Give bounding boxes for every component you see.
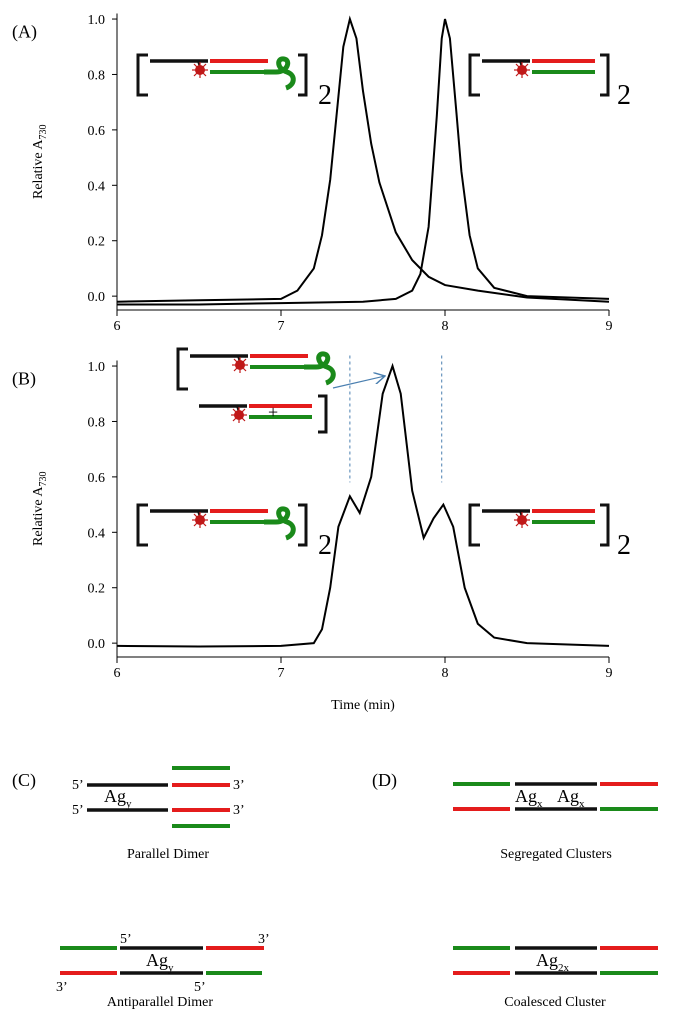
cluster-label: Ag2x <box>536 950 570 974</box>
y-tick-label: 0.2 <box>88 582 106 597</box>
data-line <box>117 18 610 306</box>
annotation: 2 <box>617 530 631 561</box>
caption: Antiparallel Dimer <box>107 995 213 1010</box>
cluster-subscript: 2x <box>558 962 570 974</box>
duplex-dimer-icon <box>468 503 610 547</box>
segregated-clusters: Agx Agx Segregated Clusters <box>453 782 658 862</box>
y-tick-label: 1.0 <box>88 13 106 28</box>
strand-end: 5’ <box>72 778 84 793</box>
cluster-label: Agx <box>515 786 543 810</box>
cluster: Ag <box>515 786 537 806</box>
y-tick-label: 0.4 <box>88 526 106 541</box>
x-tick-label: 9 <box>606 319 613 334</box>
y-tick-label: 0.0 <box>88 637 106 652</box>
coalesced-cluster: Ag2x Coalesced Cluster <box>453 946 658 1010</box>
mixed-dimer-icon <box>176 347 333 434</box>
annotation: 2 <box>318 530 332 561</box>
caption: Segregated Clusters <box>500 847 612 862</box>
strand-end: 3’ <box>233 778 245 793</box>
duplex-dimer-icon <box>468 53 610 97</box>
annotation: + <box>268 402 278 422</box>
hairpin-dimer-icon <box>136 503 308 547</box>
cluster-label: Agx <box>557 786 585 810</box>
caption: Parallel Dimer <box>127 847 209 862</box>
x-tick-label: 6 <box>114 666 121 681</box>
annotation: 2 <box>617 80 631 111</box>
antiparallel-dimer: 5’ 3’ 3’ 5’ Agy Antiparallel Dimer <box>56 932 270 1010</box>
strand-end: 5’ <box>120 932 132 947</box>
y-tick-label: 0.8 <box>88 415 106 430</box>
plot: (A) 0.0 0.2 0.4 0.6 0.8 1.0 6 7 8 9 Relative A730 2 2 <box>12 13 631 334</box>
x-tick-label: 7 <box>278 666 285 681</box>
y-axis-label: Relative A730 <box>31 125 49 200</box>
y-tick-label: 0.6 <box>88 471 106 486</box>
strand-end: 3’ <box>56 980 68 995</box>
y-label-subscript: 730 <box>38 472 49 487</box>
y-tick-label: 0.4 <box>88 179 106 194</box>
strand-end: 5’ <box>194 980 206 995</box>
strand-end: 5’ <box>72 803 84 818</box>
y-label-main: Relative A <box>31 139 46 199</box>
cluster-subscript: x <box>537 798 543 810</box>
y-tick-label: 1.0 <box>88 360 106 375</box>
y-tick-label: 0.2 <box>88 235 106 250</box>
parallel-dimer: 5’ 3’ 5’ 3’ Agy Parallel Dimer <box>72 766 245 862</box>
y-tick-label: 0.6 <box>88 124 106 139</box>
data-line <box>116 362 610 648</box>
x-tick-label: 9 <box>606 666 613 681</box>
data-line <box>116 15 610 303</box>
x-tick-label: 7 <box>278 319 285 334</box>
strand-end: 3’ <box>258 932 270 947</box>
cluster-subscript: x <box>579 798 585 810</box>
x-tick-label: 6 <box>114 319 121 334</box>
panel-label: (A) <box>12 22 37 43</box>
annotation: 2 <box>318 80 332 111</box>
panel-label: (D) <box>372 770 397 791</box>
cluster-subscript: y <box>126 798 132 810</box>
panel-label: (C) <box>12 770 36 791</box>
x-tick-label: 8 <box>442 319 449 334</box>
panel-label: (B) <box>12 369 36 390</box>
x-axis-label: Time (min) <box>331 698 395 713</box>
cluster: Ag <box>536 950 558 970</box>
y-axis-label: Relative A730 <box>31 472 49 547</box>
cluster: Ag <box>557 786 579 806</box>
hairpin-dimer-icon <box>136 53 308 97</box>
y-tick-label: 0.0 <box>88 290 106 305</box>
cluster: Ag <box>104 786 126 806</box>
cluster: Ag <box>146 950 168 970</box>
x-tick-label: 8 <box>442 666 449 681</box>
cluster-subscript: y <box>168 962 174 974</box>
strand-end: 3’ <box>233 803 245 818</box>
plot: (B) 0.0 0.2 0.4 0.6 0.8 1.0 6 7 8 9 Relative A730 Ti… <box>12 355 631 713</box>
cluster-label: Agy <box>104 786 132 810</box>
y-label-subscript: 730 <box>38 125 49 140</box>
caption: Coalesced Cluster <box>504 995 606 1010</box>
y-label-main: Relative A <box>31 486 46 546</box>
y-tick-label: 0.8 <box>88 68 106 83</box>
arrow <box>332 376 385 389</box>
cluster-label: Agy <box>146 950 174 974</box>
